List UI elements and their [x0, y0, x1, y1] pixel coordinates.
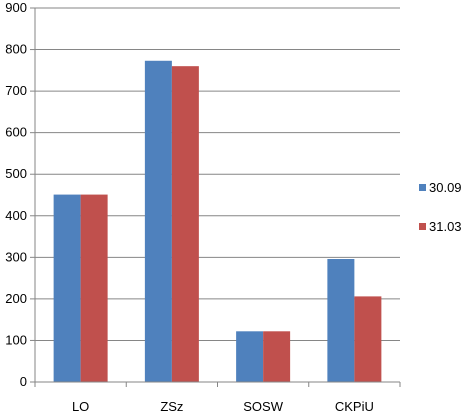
bar-lo-30-09	[53, 194, 81, 382]
bar-ckpiu-30-09	[327, 258, 355, 382]
y-tick-label: 300	[5, 249, 27, 264]
y-tick-label: 200	[5, 291, 27, 306]
bar-zsz-30-09	[144, 60, 172, 383]
x-axis-ticks: LO ZSz SOSW CKPiU	[34, 382, 401, 414]
legend: 30.09 31.03	[419, 180, 462, 234]
bars	[53, 60, 382, 383]
legend-swatch-31-03	[419, 223, 426, 230]
bar-sosw-30-09	[236, 331, 264, 382]
y-tick-label: 700	[5, 83, 27, 98]
x-tick-label: ZSz	[160, 399, 183, 414]
bar-zsz-31-03	[171, 66, 199, 382]
y-tick-label: 800	[5, 42, 27, 57]
bar-sosw-31-03	[263, 331, 291, 382]
y-tick-label: 600	[5, 125, 27, 140]
y-tick-label: 400	[5, 208, 27, 223]
y-axis-ticks: 0 100 200 300 400 500 600 700 800 900	[5, 0, 35, 389]
x-tick-label: LO	[72, 399, 89, 414]
y-tick-label: 500	[5, 166, 27, 181]
bar-lo-31-03	[80, 194, 108, 382]
y-tick-label: 900	[5, 0, 27, 15]
y-tick-label: 100	[5, 332, 27, 347]
x-tick-label: SOSW	[243, 399, 283, 414]
x-tick-label: CKPiU	[335, 399, 374, 414]
legend-label: 30.09	[429, 180, 462, 195]
bar-ckpiu-31-03	[354, 296, 382, 382]
y-tick-label: 0	[20, 374, 27, 389]
legend-swatch-30-09	[419, 184, 426, 191]
legend-label: 31.03	[429, 219, 462, 234]
